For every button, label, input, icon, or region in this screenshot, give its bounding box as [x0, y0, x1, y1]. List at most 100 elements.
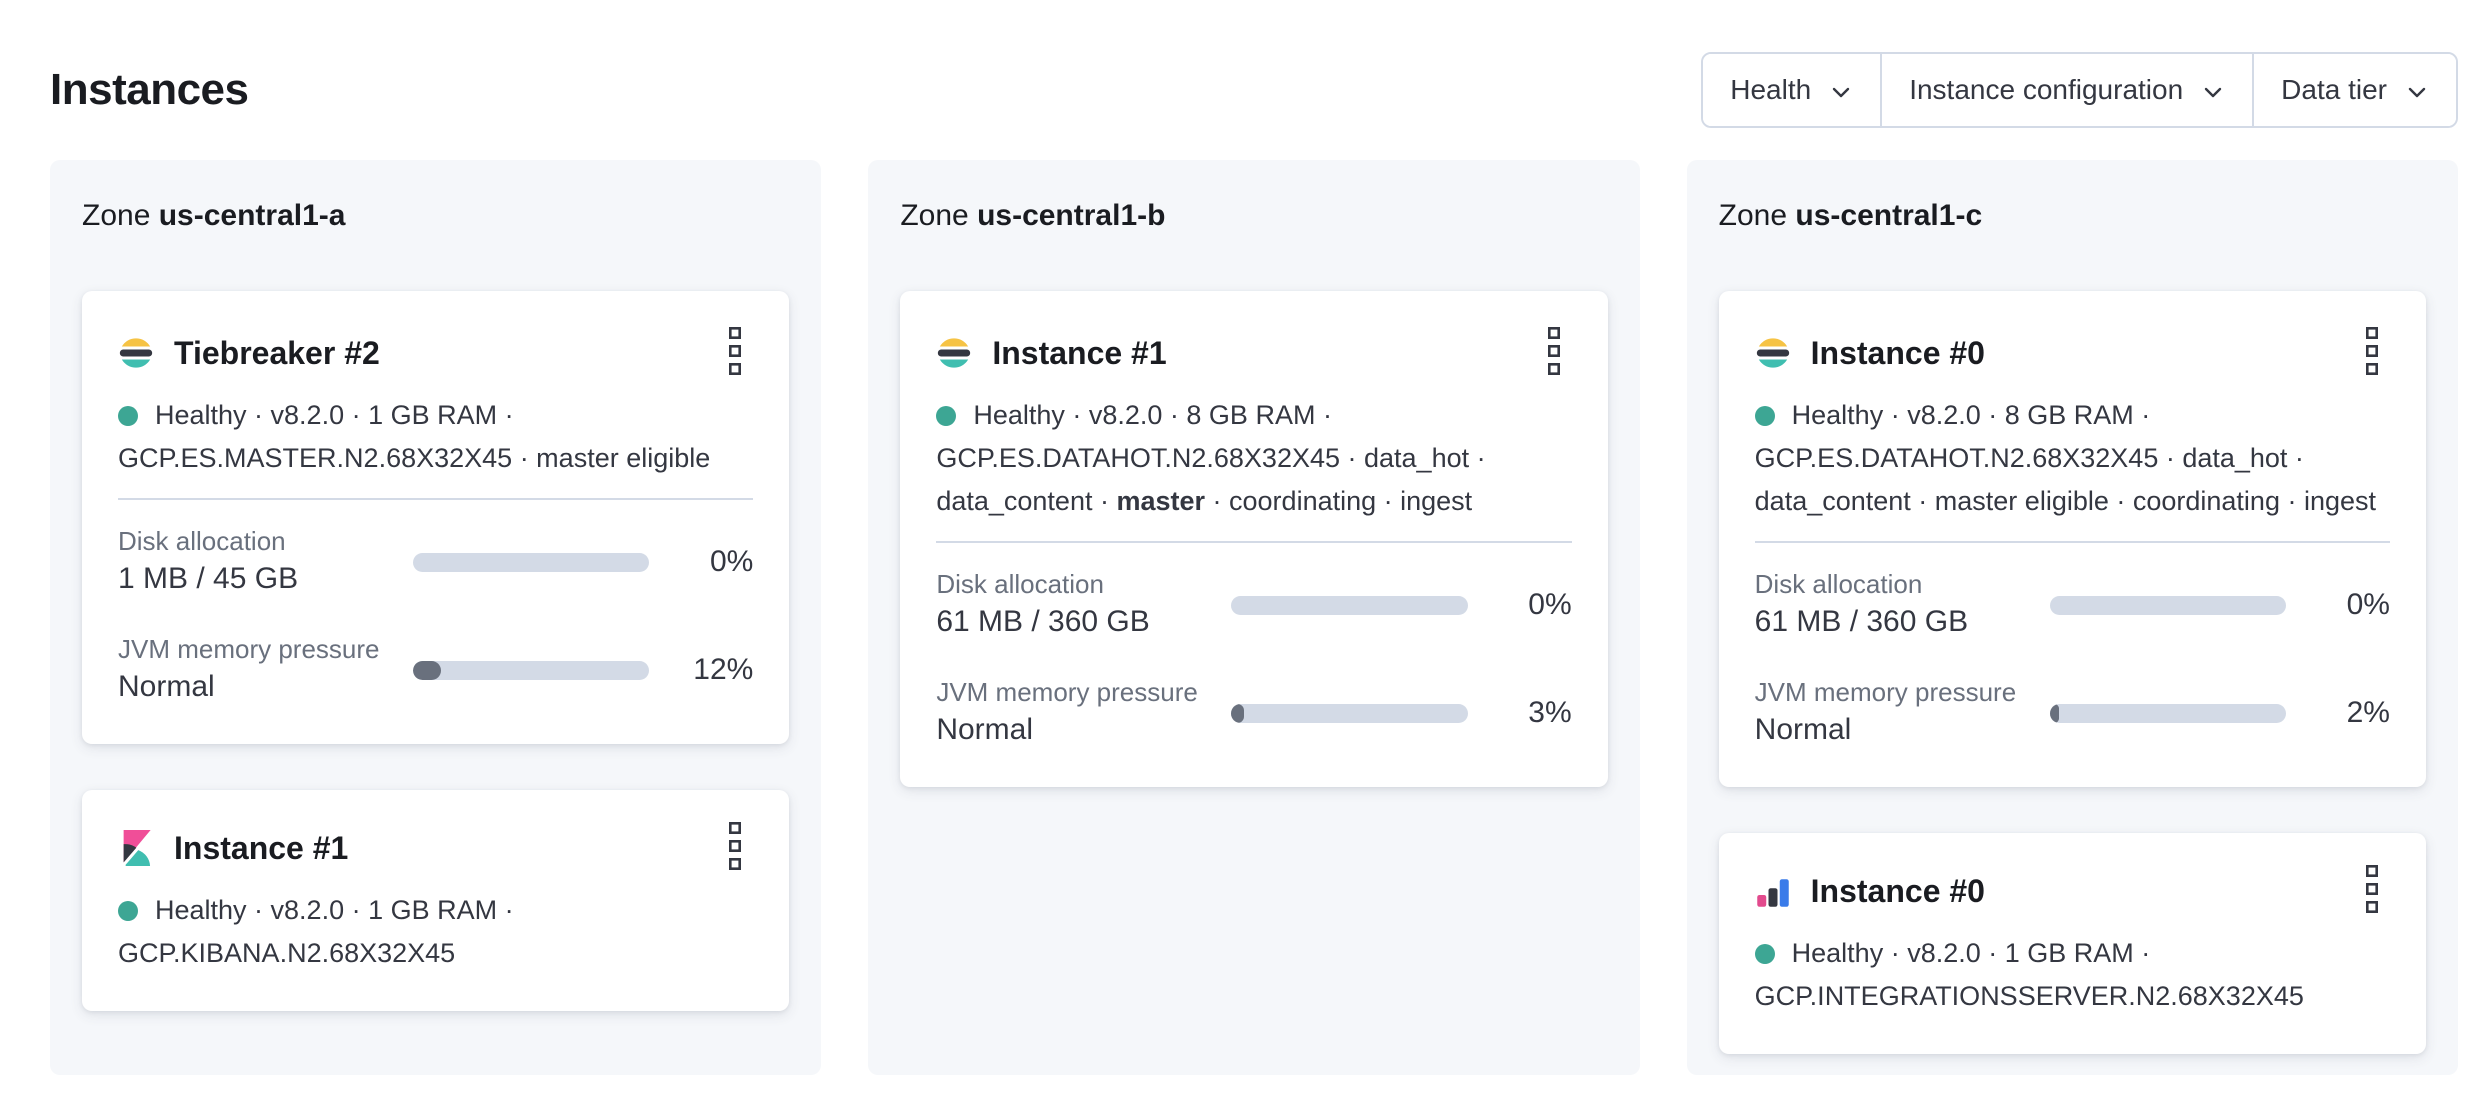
zone-label-prefix: Zone	[1718, 199, 1788, 232]
status-line: Healthy · v8.2.0 · 8 GB RAM ·	[936, 394, 1571, 437]
zone-label-prefix: Zone	[900, 199, 969, 232]
elasticsearch-logo	[938, 337, 971, 368]
page-header: Instances Health Instance configuration …	[50, 52, 2458, 128]
filter-data-tier[interactable]: Data tier	[2252, 54, 2456, 126]
jvm-memory-pressure-metric: JVM memory pressure Normal 2%	[1755, 675, 2390, 751]
metric-percent: 0%	[709, 545, 754, 578]
jvm-memory-pressure-metric: JVM memory pressure Normal 12%	[118, 632, 753, 708]
metric-value: 61 MB / 360 GB	[936, 605, 1150, 638]
health-dot	[118, 405, 138, 426]
status-line: Healthy · v8.2.0 · 1 GB RAM ·	[118, 889, 753, 932]
filter-instance-configuration[interactable]: Instance configuration	[1880, 54, 2253, 126]
status-line: data_content · master eligible · coordin…	[1754, 486, 2376, 516]
status-line: Healthy · v8.2.0 · 8 GB RAM ·	[1754, 394, 2390, 437]
instance-actions-button[interactable]	[2362, 326, 2382, 378]
metric-label: JVM memory pressure	[936, 677, 1198, 707]
chevron-down-icon	[2408, 87, 2426, 97]
metric-label: JVM memory pressure	[1754, 677, 2017, 707]
boxes-vertical-icon	[1547, 326, 1560, 375]
disk-allocation-bar	[413, 552, 650, 572]
health-dot	[118, 900, 138, 921]
metric-value: Normal	[936, 713, 1034, 746]
disk-allocation-metric: Disk allocation 61 MB / 360 GB 0%	[1755, 567, 2390, 643]
kibana-logo	[123, 829, 151, 866]
divider	[1754, 541, 2390, 543]
boxes-vertical-icon	[2365, 326, 2378, 375]
status-summary: Healthy · v8.2.0 · 8 GB RAM ·	[973, 400, 1332, 430]
zones-row: Zone us-central1-a Tiebreaker #2	[50, 160, 2458, 1075]
instance-title: Instance #0	[1810, 334, 1985, 371]
jvm-memory-pressure-metric: JVM memory pressure Normal 3%	[936, 675, 1571, 751]
status-line: GCP.ES.DATAHOT.N2.68X32X45 · data_hot ·	[1754, 443, 2304, 473]
zone-label: Zone us-central1-a	[82, 196, 789, 236]
metric-label: Disk allocation	[118, 526, 286, 556]
elasticsearch-logo	[119, 337, 153, 368]
chevron-down-icon	[2204, 87, 2222, 97]
metric-percent: 12%	[693, 653, 754, 686]
metric-percent: 3%	[1528, 696, 1572, 729]
chevron-down-icon	[1833, 87, 1850, 97]
zone-panel-us-central1-c: Zone us-central1-c Instance #0	[1686, 160, 2458, 1075]
metric-label: Disk allocation	[1754, 569, 1923, 599]
jvm-memory-pressure-bar	[2049, 703, 2286, 723]
zone-panel-us-central1-a: Zone us-central1-a Tiebreaker #2	[50, 160, 822, 1075]
instance-title: Instance #1	[174, 829, 349, 866]
zone-label: Zone us-central1-c	[1719, 196, 2426, 236]
status-line: GCP.ES.DATAHOT.N2.68X32X45 · data_hot ·	[936, 443, 1486, 473]
zone-panel-us-central1-b: Zone us-central1-b Instance #1	[868, 160, 1640, 1075]
instance-title: Tiebreaker #2	[174, 334, 380, 371]
filter-data-tier-label: Data tier	[2281, 74, 2387, 105]
zone-name: us-central1-a	[158, 199, 346, 232]
divider	[936, 541, 1572, 543]
metric-value: 1 MB / 45 GB	[118, 562, 299, 595]
filter-health-label: Health	[1730, 74, 1812, 105]
status-line: Healthy · v8.2.0 · 1 GB RAM ·	[118, 394, 753, 437]
boxes-vertical-icon	[729, 821, 742, 870]
health-dot	[1754, 405, 1775, 426]
status-summary: Healthy · v8.2.0 · 8 GB RAM ·	[1791, 400, 2151, 430]
zone-label: Zone us-central1-b	[900, 196, 1607, 236]
disk-allocation-bar	[1231, 595, 1468, 615]
instance-actions-button[interactable]	[1544, 326, 1564, 378]
page-title: Instances	[50, 65, 249, 114]
instance-card-es-1: Instance #1 Healthy · v8.2.0 · 8 GB RAM …	[900, 291, 1608, 787]
disk-allocation-bar	[2049, 595, 2286, 615]
filter-bar: Health Instance configuration Data tier	[1701, 52, 2458, 128]
status-line: GCP.ES.MASTER.N2.68X32X45 · master eligi…	[118, 443, 711, 473]
health-dot	[1754, 943, 1775, 964]
metric-value: Normal	[1754, 713, 1852, 746]
instance-actions-button[interactable]	[725, 326, 745, 378]
status-line: data_content · master · coordinating · i…	[936, 486, 1473, 516]
filter-instance-configuration-label: Instance configuration	[1909, 74, 2184, 105]
instance-actions-button[interactable]	[725, 821, 745, 873]
disk-allocation-metric: Disk allocation 1 MB / 45 GB 0%	[118, 524, 753, 600]
divider	[118, 498, 754, 500]
boxes-vertical-icon	[2365, 864, 2378, 913]
role-master: master	[1116, 486, 1206, 516]
status-summary: Healthy · v8.2.0 · 1 GB RAM ·	[155, 400, 514, 430]
status-line: GCP.KIBANA.N2.68X32X45	[118, 938, 456, 968]
integrations-server-logo	[1756, 878, 1789, 907]
elasticsearch-logo	[1756, 337, 1789, 368]
metric-percent: 0%	[2346, 588, 2390, 621]
metric-value: Normal	[118, 670, 215, 703]
metric-value: 61 MB / 360 GB	[1754, 605, 1969, 638]
zone-name: us-central1-b	[977, 199, 1166, 232]
metric-label: Disk allocation	[936, 569, 1104, 599]
status-line: GCP.INTEGRATIONSSERVER.N2.68X32X45	[1754, 981, 2304, 1011]
instance-actions-button[interactable]	[2362, 864, 2382, 916]
instance-card-es-0: Instance #0 Healthy · v8.2.0 · 8 GB RAM …	[1718, 291, 2426, 787]
jvm-memory-pressure-bar	[1231, 703, 1468, 723]
status-summary: Healthy · v8.2.0 · 1 GB RAM ·	[155, 895, 514, 925]
instance-title: Instance #0	[1810, 872, 1985, 909]
jvm-memory-pressure-bar	[413, 660, 650, 680]
status-summary: Healthy · v8.2.0 · 1 GB RAM ·	[1791, 938, 2151, 968]
boxes-vertical-icon	[729, 326, 742, 375]
instance-card-kibana-1: Instance #1 Healthy · v8.2.0 · 1 GB RAM …	[82, 790, 790, 1011]
zone-name: us-central1-c	[1795, 199, 1983, 232]
metric-percent: 2%	[2346, 696, 2390, 729]
filter-health[interactable]: Health	[1703, 54, 1881, 126]
status-line: Healthy · v8.2.0 · 1 GB RAM ·	[1754, 932, 2390, 975]
health-dot	[936, 405, 957, 426]
metric-percent: 0%	[1528, 588, 1572, 621]
